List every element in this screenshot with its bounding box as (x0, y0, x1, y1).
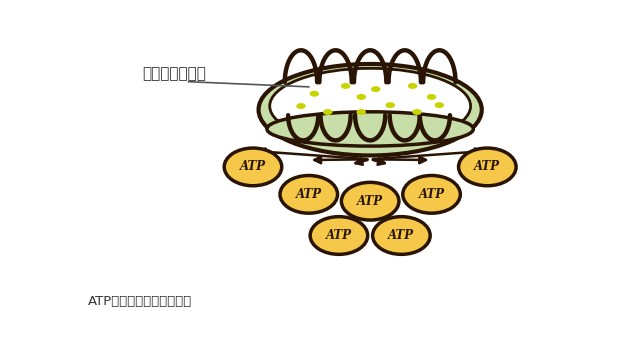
Text: ATP: ATP (474, 161, 500, 174)
Text: ATP: ATP (419, 188, 445, 201)
Ellipse shape (323, 109, 333, 115)
Ellipse shape (341, 183, 399, 220)
Ellipse shape (412, 109, 422, 115)
Text: ATP: ATP (240, 161, 266, 174)
Ellipse shape (341, 83, 350, 89)
Ellipse shape (356, 109, 366, 115)
Ellipse shape (259, 64, 482, 156)
Ellipse shape (310, 217, 367, 255)
Ellipse shape (356, 94, 366, 100)
Ellipse shape (371, 86, 381, 92)
Ellipse shape (459, 148, 516, 186)
Text: ATP: ATP (357, 195, 383, 208)
Ellipse shape (296, 103, 306, 109)
Text: ミトコンドリア: ミトコンドリア (142, 67, 206, 81)
Ellipse shape (224, 148, 282, 186)
Text: ATP: ATP (388, 229, 415, 242)
Text: ATP（エネルギー）に変換: ATP（エネルギー）に変換 (88, 294, 192, 308)
Ellipse shape (427, 94, 436, 100)
Ellipse shape (372, 217, 430, 255)
Ellipse shape (403, 175, 460, 213)
Ellipse shape (280, 175, 337, 213)
Ellipse shape (408, 83, 417, 89)
Ellipse shape (310, 91, 319, 97)
Ellipse shape (267, 112, 474, 146)
Ellipse shape (385, 102, 395, 108)
Ellipse shape (435, 102, 444, 108)
Text: ATP: ATP (326, 229, 352, 242)
Text: ATP: ATP (296, 188, 322, 201)
Ellipse shape (269, 68, 470, 144)
